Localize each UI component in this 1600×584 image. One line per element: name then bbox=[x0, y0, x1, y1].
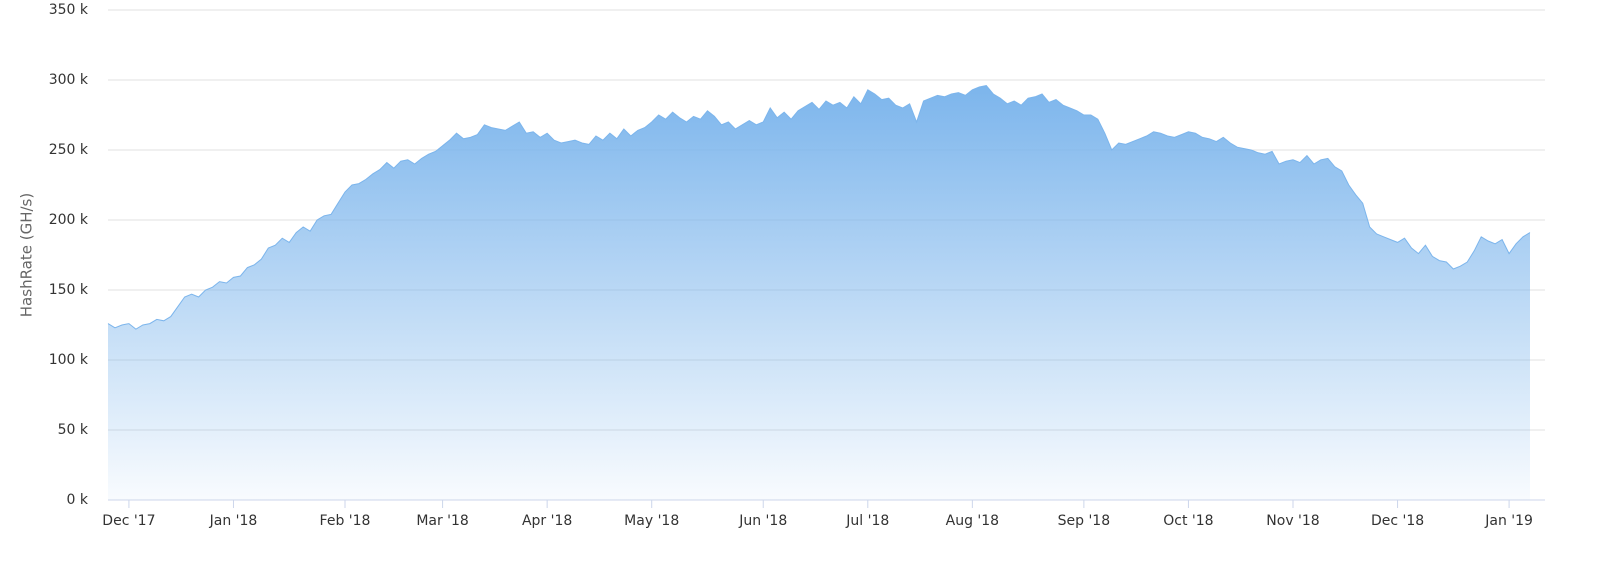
y-tick-label: 300 k bbox=[49, 72, 89, 88]
x-tick-label: Jan '18 bbox=[209, 513, 258, 529]
x-tick-label: Feb '18 bbox=[320, 513, 371, 529]
x-tick-label: Jun '18 bbox=[738, 513, 787, 529]
y-tick-label: 350 k bbox=[49, 2, 89, 18]
y-tick-label: 200 k bbox=[49, 212, 89, 228]
x-tick-label: Nov '18 bbox=[1266, 513, 1319, 529]
x-tick-label: May '18 bbox=[624, 513, 679, 529]
y-tick-label: 50 k bbox=[58, 422, 89, 438]
x-tick-label: Sep '18 bbox=[1058, 513, 1111, 529]
y-tick-label: 150 k bbox=[49, 282, 89, 298]
y-tick-label: 250 k bbox=[49, 142, 89, 158]
x-tick-label: Oct '18 bbox=[1163, 513, 1213, 529]
area-fill bbox=[108, 85, 1530, 500]
x-tick-label: Dec '18 bbox=[1371, 513, 1424, 529]
x-tick-label: Aug '18 bbox=[946, 513, 999, 529]
x-tick-label: Apr '18 bbox=[522, 513, 572, 529]
area-line bbox=[107, 85, 1531, 330]
y-tick-label: 100 k bbox=[49, 352, 89, 368]
y-tick-label: 0 k bbox=[67, 492, 89, 508]
x-tick-label: Dec '17 bbox=[102, 513, 155, 529]
x-tick-label: Jan '19 bbox=[1484, 513, 1533, 529]
y-axis-label: HashRate (GH/s) bbox=[18, 193, 36, 317]
x-tick-label: Mar '18 bbox=[416, 513, 469, 529]
x-tick-label: Jul '18 bbox=[845, 513, 889, 529]
